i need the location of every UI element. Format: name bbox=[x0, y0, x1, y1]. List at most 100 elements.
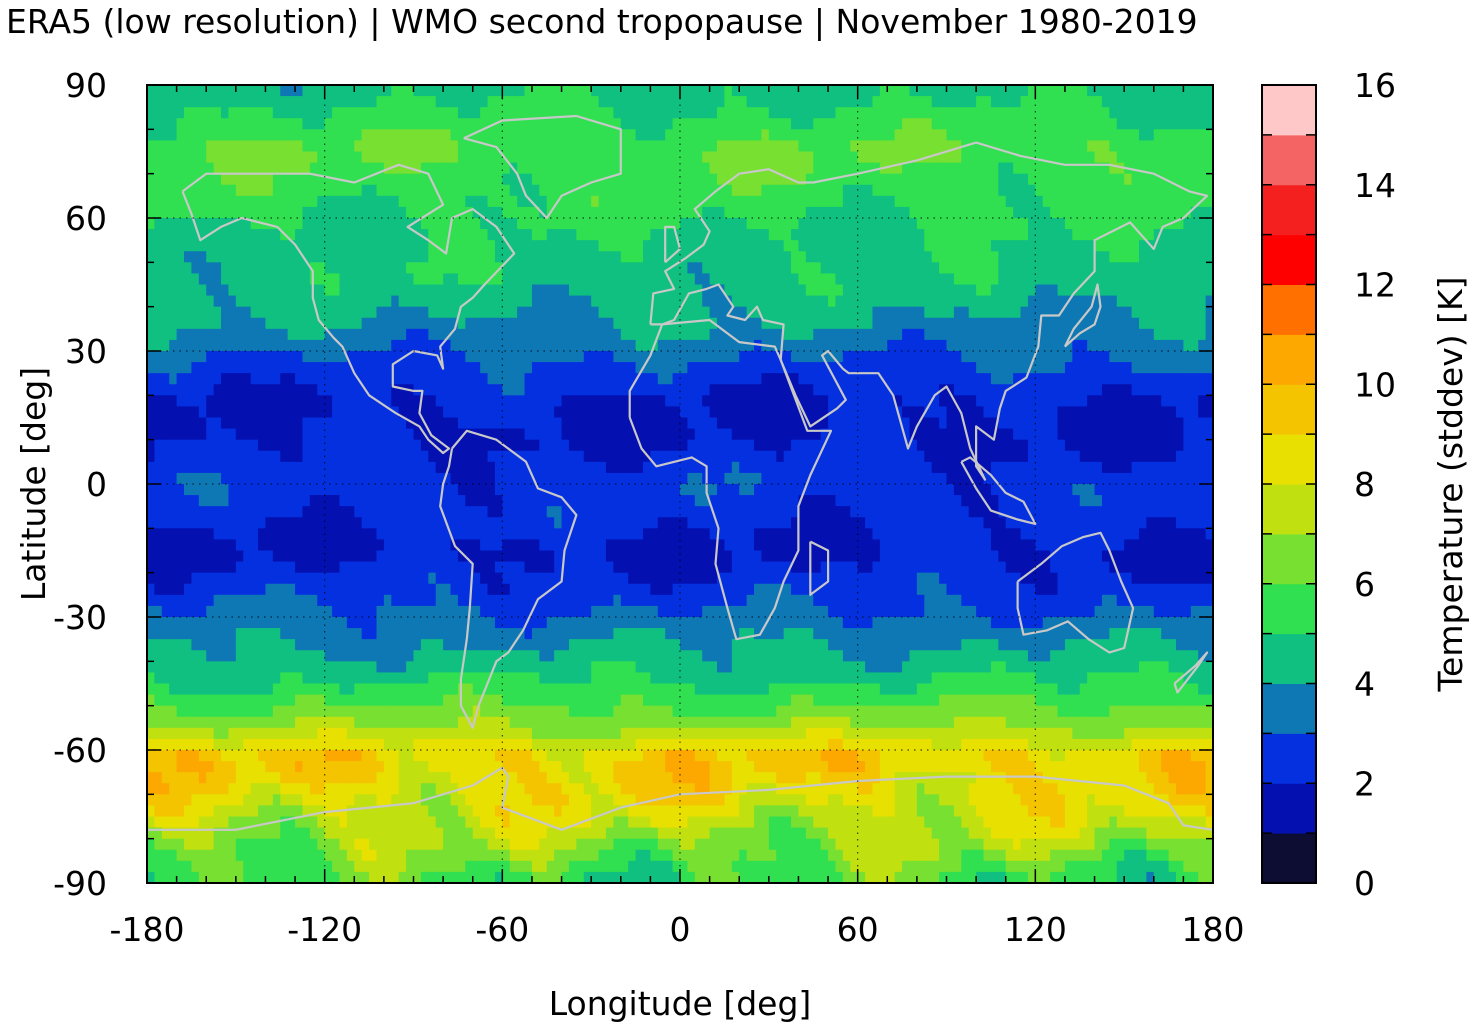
heatmap-cell bbox=[539, 373, 548, 385]
heatmap-cell bbox=[724, 206, 733, 219]
heatmap-cell bbox=[591, 151, 600, 164]
heatmap-cell bbox=[665, 328, 674, 341]
heatmap-cell bbox=[813, 229, 822, 241]
heatmap-cell bbox=[1153, 339, 1162, 352]
heatmap-cell bbox=[961, 85, 970, 97]
heatmap-cell bbox=[376, 173, 385, 186]
heatmap-cell bbox=[1116, 439, 1125, 452]
heatmap-cell bbox=[398, 450, 407, 463]
heatmap-cell bbox=[820, 96, 829, 108]
heatmap-cell bbox=[1020, 273, 1029, 286]
heatmap-cell bbox=[494, 284, 503, 297]
heatmap-cell bbox=[1101, 339, 1110, 352]
heatmap-cell bbox=[494, 251, 503, 263]
heatmap-cell bbox=[398, 184, 407, 197]
heatmap-cell bbox=[953, 306, 962, 319]
heatmap-cell bbox=[176, 173, 185, 186]
heatmap-cell bbox=[176, 284, 185, 297]
heatmap-cell bbox=[746, 328, 755, 341]
heatmap-cell bbox=[487, 284, 496, 297]
heatmap-cell bbox=[376, 317, 385, 330]
heatmap-cell bbox=[280, 262, 289, 275]
heatmap-cell bbox=[850, 395, 859, 408]
heatmap-cell bbox=[813, 218, 822, 230]
heatmap-cell bbox=[746, 195, 755, 208]
heatmap-cell bbox=[1013, 428, 1022, 441]
heatmap-cell bbox=[235, 428, 244, 441]
heatmap-cell bbox=[1050, 417, 1059, 430]
heatmap-cell bbox=[1035, 317, 1044, 330]
heatmap-cell bbox=[665, 428, 674, 441]
heatmap-cell bbox=[946, 384, 955, 396]
heatmap-cell bbox=[828, 107, 837, 119]
heatmap-cell bbox=[739, 96, 748, 108]
heatmap-cell bbox=[628, 206, 637, 219]
heatmap-cell bbox=[835, 240, 844, 252]
heatmap-cell bbox=[739, 273, 748, 286]
heatmap-cell bbox=[546, 439, 555, 452]
heatmap-cell bbox=[961, 173, 970, 186]
heatmap-cell bbox=[576, 151, 585, 164]
heatmap-cell bbox=[465, 206, 474, 219]
heatmap-cell bbox=[776, 85, 785, 97]
heatmap-cell bbox=[517, 362, 526, 374]
heatmap-cell bbox=[961, 384, 970, 396]
heatmap-cell bbox=[213, 362, 222, 374]
heatmap-cell bbox=[1175, 295, 1184, 308]
heatmap-cell bbox=[235, 351, 244, 363]
heatmap-cell bbox=[235, 85, 244, 97]
heatmap-cell bbox=[635, 295, 644, 308]
heatmap-cell bbox=[1124, 184, 1133, 197]
heatmap-cell bbox=[879, 406, 888, 419]
heatmap-cell bbox=[813, 450, 822, 463]
heatmap-cell bbox=[524, 406, 533, 419]
heatmap-cell bbox=[339, 85, 348, 97]
heatmap-cell bbox=[465, 140, 474, 153]
heatmap-cell bbox=[539, 450, 548, 463]
heatmap-cell bbox=[820, 151, 829, 164]
heatmap-cell bbox=[457, 240, 466, 252]
heatmap-cell bbox=[746, 151, 755, 164]
heatmap-cell bbox=[931, 384, 940, 396]
heatmap-cell bbox=[517, 140, 526, 153]
heatmap-cell bbox=[176, 273, 185, 286]
heatmap-cell bbox=[939, 262, 948, 275]
heatmap-cell bbox=[902, 173, 911, 186]
heatmap-cell bbox=[354, 461, 363, 474]
heatmap-cell bbox=[221, 439, 230, 452]
heatmap-cell bbox=[1168, 195, 1177, 208]
heatmap-cell bbox=[531, 162, 540, 175]
heatmap-cell bbox=[961, 428, 970, 441]
heatmap-cell bbox=[554, 428, 563, 441]
heatmap-cell bbox=[620, 339, 629, 352]
heatmap-cell bbox=[998, 406, 1007, 419]
heatmap-cell bbox=[953, 151, 962, 164]
heatmap-cell bbox=[879, 439, 888, 452]
heatmap-cell bbox=[354, 184, 363, 197]
heatmap-cell bbox=[776, 129, 785, 142]
heatmap-cell bbox=[776, 184, 785, 197]
heatmap-cell bbox=[1109, 262, 1118, 275]
heatmap-cell bbox=[435, 96, 444, 108]
heatmap-cell bbox=[791, 339, 800, 352]
heatmap-cell bbox=[731, 362, 740, 374]
heatmap-cell bbox=[1190, 173, 1199, 186]
heatmap-cell bbox=[746, 406, 755, 419]
heatmap-cell bbox=[902, 306, 911, 319]
heatmap-cell bbox=[184, 184, 193, 197]
heatmap-cell bbox=[657, 240, 666, 252]
heatmap-cell bbox=[191, 140, 200, 153]
heatmap-cell bbox=[457, 339, 466, 352]
heatmap-cell bbox=[953, 417, 962, 430]
heatmap-cell bbox=[443, 461, 452, 474]
heatmap-cell bbox=[605, 262, 614, 275]
heatmap-cell bbox=[850, 107, 859, 119]
heatmap-cell bbox=[1057, 439, 1066, 452]
heatmap-cell bbox=[820, 317, 829, 330]
heatmap-cell bbox=[161, 284, 170, 297]
heatmap-cell bbox=[1124, 306, 1133, 319]
heatmap-cell bbox=[746, 439, 755, 452]
heatmap-cell bbox=[487, 339, 496, 352]
heatmap-cell bbox=[620, 284, 629, 297]
heatmap-cell bbox=[258, 295, 267, 308]
